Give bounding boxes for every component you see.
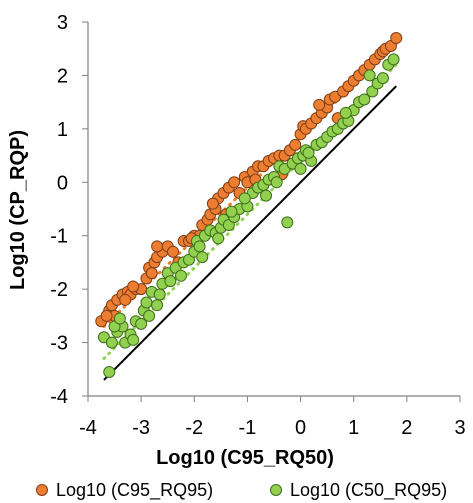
- data-point-series-2: [358, 93, 371, 106]
- axes-group: [82, 21, 461, 402]
- x-tick-label: 3: [454, 417, 465, 439]
- x-tick-label: -1: [239, 417, 257, 439]
- y-tick-label: 2: [57, 65, 68, 87]
- data-point-series-2: [225, 205, 238, 218]
- data-point-series-2: [270, 176, 283, 189]
- data-point-series-2: [363, 69, 376, 82]
- data-point-series-2: [164, 275, 177, 288]
- data-point-series-2: [193, 240, 206, 253]
- data-point-series-2: [151, 299, 164, 312]
- tick-labels-group: -4 -3 -2 -1 0 1 2 3 3 2 1 0 -1 -2 -3 -4: [50, 12, 465, 439]
- x-tick-label: 0: [295, 417, 306, 439]
- legend-label-series-2: Log10 (C50_RQ95): [290, 480, 447, 501]
- data-point-series-2: [143, 309, 156, 322]
- data-point-series-2: [127, 333, 140, 346]
- data-point-series-1: [206, 197, 219, 210]
- data-point-series-1: [167, 245, 180, 258]
- data-point-series-2: [113, 312, 126, 325]
- data-point-series-2: [135, 317, 148, 330]
- y-tick-label: 3: [57, 12, 68, 34]
- y-tick-label: -3: [50, 333, 68, 355]
- reference-line-group: [103, 85, 397, 381]
- data-point-series-2: [153, 288, 166, 301]
- data-point-series-1: [119, 293, 132, 306]
- data-point-series-1: [100, 309, 113, 322]
- legend-marker-series-1: [36, 484, 48, 496]
- legend-label-series-1: Log10 (C95_RQ95): [56, 480, 213, 501]
- legend-marker-series-2: [270, 484, 282, 496]
- data-point-series-2: [196, 251, 209, 264]
- x-tick-label: -3: [132, 417, 150, 439]
- x-tick-label: 2: [401, 417, 412, 439]
- y-tick-label: 1: [57, 119, 68, 141]
- legend: Log10 (C95_RQ95) Log10 (C50_RQ95): [36, 480, 447, 501]
- x-tick-label: 1: [348, 417, 359, 439]
- data-point-series-2: [212, 232, 225, 245]
- data-point-series-2: [175, 269, 187, 282]
- data-point-series-2: [281, 216, 294, 229]
- identity-reference-line: [103, 85, 397, 381]
- data-point-series-1: [289, 138, 302, 151]
- x-tick-label: -2: [185, 417, 203, 439]
- y-axis-title: Log10 (CP_RQP): [7, 130, 29, 290]
- data-point-series-2: [238, 192, 251, 205]
- data-points-group: [95, 32, 403, 378]
- data-point-series-2: [302, 146, 315, 159]
- data-point-series-2: [103, 365, 116, 378]
- data-point-series-2: [339, 106, 352, 119]
- data-point-series-2: [105, 336, 118, 349]
- data-point-series-1: [127, 280, 140, 293]
- data-point-series-2: [387, 53, 400, 66]
- x-axis-title: Log10 (C95_RQ50): [156, 447, 334, 469]
- data-point-series-1: [151, 240, 164, 253]
- data-point-series-2: [294, 162, 307, 175]
- y-tick-label: -2: [50, 279, 68, 301]
- y-tick-label: -4: [50, 386, 68, 408]
- data-point-series-1: [313, 98, 326, 111]
- data-point-series-2: [140, 296, 153, 309]
- data-point-series-1: [390, 32, 403, 45]
- y-tick-label: -1: [50, 226, 68, 248]
- data-point-series-2: [376, 72, 389, 85]
- x-tick-label: -4: [79, 417, 97, 439]
- data-point-series-1: [145, 267, 158, 280]
- data-point-series-1: [228, 176, 241, 189]
- data-point-series-2: [260, 189, 273, 202]
- y-tick-label: 0: [57, 172, 68, 194]
